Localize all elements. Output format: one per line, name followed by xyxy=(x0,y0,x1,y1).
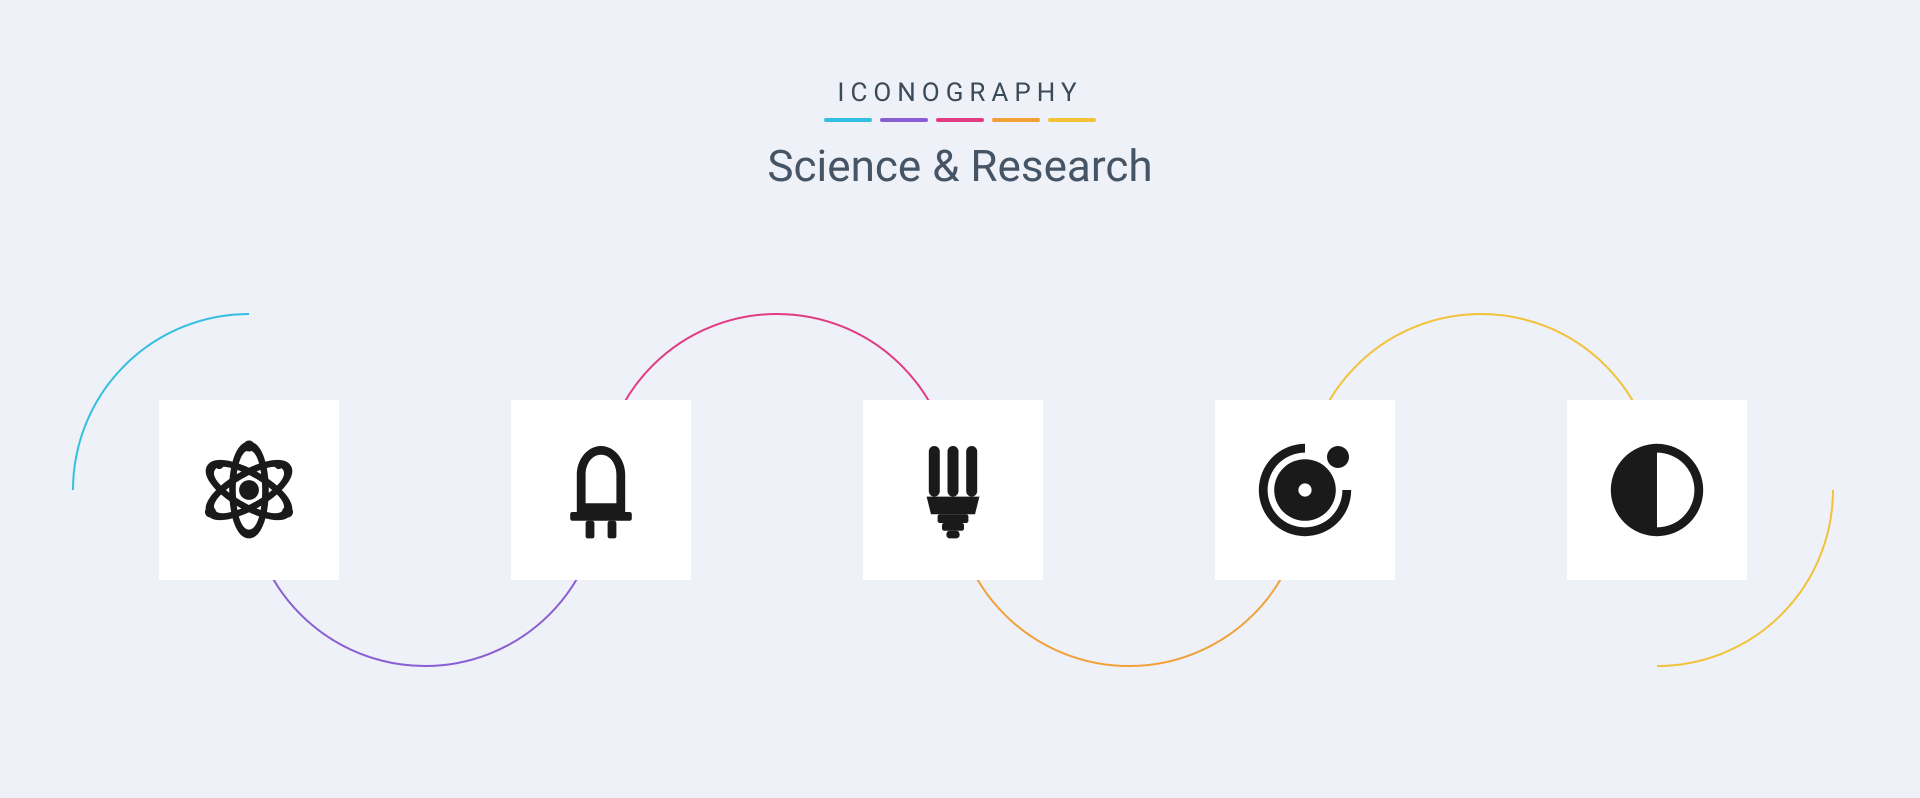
icon-row xyxy=(0,400,1920,580)
stripe-2 xyxy=(880,118,928,122)
atom-icon xyxy=(194,435,304,545)
card-led xyxy=(511,400,691,580)
stripe-5 xyxy=(1048,118,1096,122)
cfl-bulb-icon xyxy=(898,435,1008,545)
card-orbit xyxy=(1215,400,1395,580)
stripe-3 xyxy=(936,118,984,122)
accent-stripes xyxy=(0,118,1920,122)
brand-text: ICONOGRAPHY xyxy=(0,78,1920,108)
orbit-icon xyxy=(1250,435,1360,545)
contrast-icon xyxy=(1602,435,1712,545)
stripe-4 xyxy=(992,118,1040,122)
stripe-1 xyxy=(824,118,872,122)
header: ICONOGRAPHY Science & Research xyxy=(0,78,1920,192)
card-cfl xyxy=(863,400,1043,580)
card-atom xyxy=(159,400,339,580)
card-contrast xyxy=(1567,400,1747,580)
page-title: Science & Research xyxy=(0,140,1920,192)
led-icon xyxy=(546,435,656,545)
